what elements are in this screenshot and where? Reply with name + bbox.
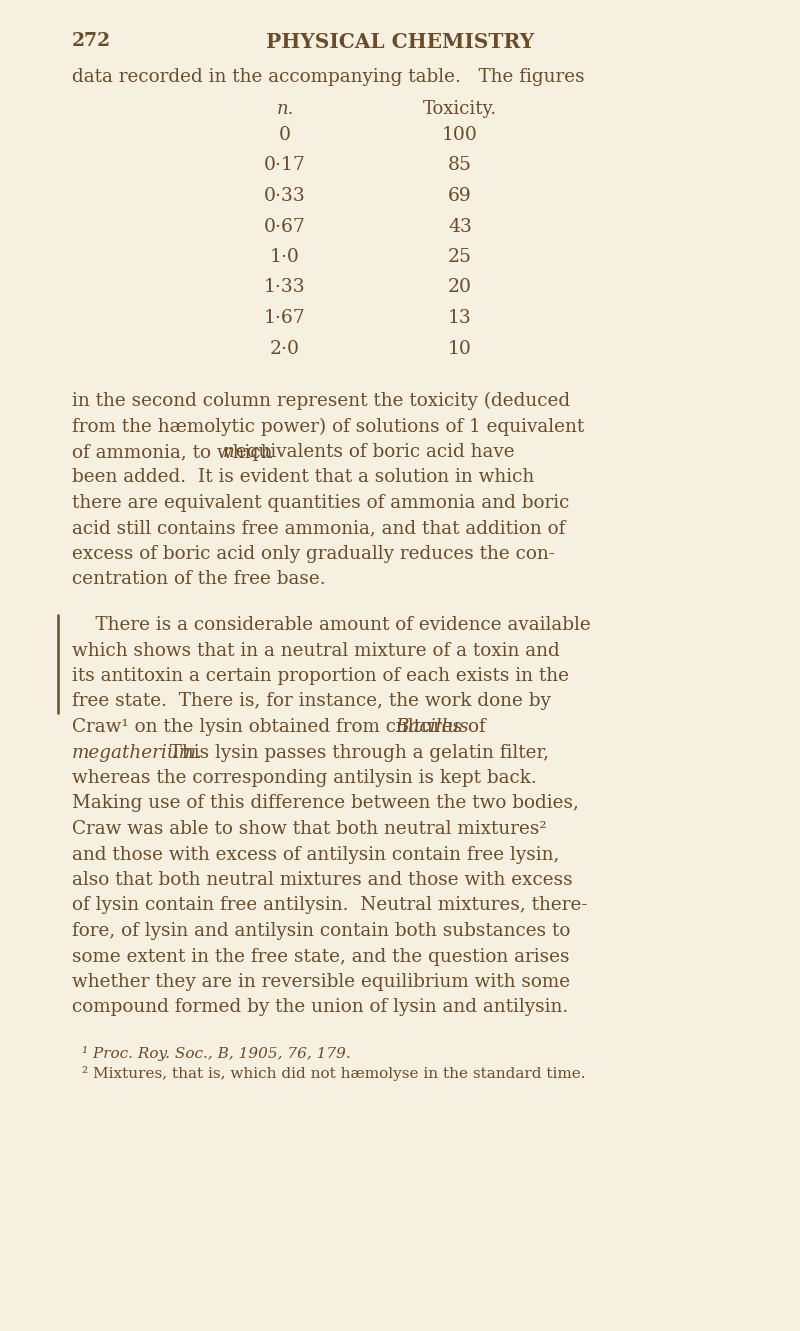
Text: This lysin passes through a gelatin filter,: This lysin passes through a gelatin filt… [158, 744, 550, 761]
Text: 1·0: 1·0 [270, 248, 300, 266]
Text: ² Mixtures, that is, which did not hæmolyse in the standard time.: ² Mixtures, that is, which did not hæmol… [82, 1066, 586, 1081]
Text: whereas the corresponding antilysin is kept back.: whereas the corresponding antilysin is k… [72, 769, 537, 787]
Text: 0·17: 0·17 [264, 157, 306, 174]
Text: also that both neutral mixtures and those with excess: also that both neutral mixtures and thos… [72, 870, 573, 889]
Text: there are equivalent quantities of ammonia and boric: there are equivalent quantities of ammon… [72, 494, 575, 512]
Text: ¹ Proc. Roy. Soc., B, 1905, 76, 179.: ¹ Proc. Roy. Soc., B, 1905, 76, 179. [82, 1046, 350, 1061]
Text: been added.  It is evident that a solution in which: been added. It is evident that a solutio… [72, 469, 534, 487]
Text: 25: 25 [448, 248, 472, 266]
Text: Craw was able to show that both neutral mixtures²: Craw was able to show that both neutral … [72, 820, 546, 839]
Text: of ammonia, to which: of ammonia, to which [72, 443, 278, 461]
Text: 100: 100 [442, 126, 478, 144]
Text: excess of boric acid only gradually reduces the con-: excess of boric acid only gradually redu… [72, 544, 555, 563]
Text: 10: 10 [448, 339, 472, 358]
Text: Craw¹ on the lysin obtained from cultures of: Craw¹ on the lysin obtained from culture… [72, 717, 492, 736]
Text: n.: n. [276, 100, 294, 118]
Text: data recorded in the accompanying table.   The figures: data recorded in the accompanying table.… [72, 68, 585, 87]
Text: acid still contains free ammonia, and that addition of: acid still contains free ammonia, and th… [72, 519, 566, 538]
Text: centration of the free base.: centration of the free base. [72, 571, 326, 588]
Text: and those with excess of antilysin contain free lysin,: and those with excess of antilysin conta… [72, 845, 559, 864]
Text: megatherium.: megatherium. [72, 744, 203, 761]
Text: equivalents of boric acid have: equivalents of boric acid have [230, 443, 514, 461]
Text: 0: 0 [279, 126, 291, 144]
Text: 0·33: 0·33 [264, 186, 306, 205]
Text: from the hæmolytic power) of solutions of 1 equivalent: from the hæmolytic power) of solutions o… [72, 418, 584, 435]
Text: 20: 20 [448, 278, 472, 297]
Text: 69: 69 [448, 186, 472, 205]
Text: whether they are in reversible equilibrium with some: whether they are in reversible equilibri… [72, 973, 570, 992]
Text: Toxicity.: Toxicity. [423, 100, 497, 118]
Text: in the second column represent the toxicity (deduced: in the second column represent the toxic… [72, 393, 570, 410]
Text: 43: 43 [448, 217, 472, 236]
Text: 2·0: 2·0 [270, 339, 300, 358]
Text: 13: 13 [448, 309, 472, 327]
Text: 85: 85 [448, 157, 472, 174]
Text: 1·67: 1·67 [264, 309, 306, 327]
Text: free state.  There is, for instance, the work done by: free state. There is, for instance, the … [72, 692, 551, 711]
Text: There is a considerable amount of evidence available: There is a considerable amount of eviden… [72, 616, 590, 634]
Text: fore, of lysin and antilysin contain both substances to: fore, of lysin and antilysin contain bot… [72, 922, 570, 940]
Text: which shows that in a neutral mixture of a toxin and: which shows that in a neutral mixture of… [72, 642, 560, 659]
Text: Bacillus: Bacillus [395, 717, 469, 736]
Text: PHYSICAL CHEMISTRY: PHYSICAL CHEMISTRY [266, 32, 534, 52]
Text: its antitoxin a certain proportion of each exists in the: its antitoxin a certain proportion of ea… [72, 667, 569, 685]
Text: of lysin contain free antilysin.  Neutral mixtures, there-: of lysin contain free antilysin. Neutral… [72, 897, 587, 914]
Text: 1·33: 1·33 [264, 278, 306, 297]
Text: n: n [222, 443, 234, 461]
Text: 272: 272 [72, 32, 111, 51]
Text: some extent in the free state, and the question arises: some extent in the free state, and the q… [72, 948, 570, 965]
Text: compound formed by the union of lysin and antilysin.: compound formed by the union of lysin an… [72, 998, 568, 1017]
Text: Making use of this difference between the two bodies,: Making use of this difference between th… [72, 795, 579, 812]
Text: 0·67: 0·67 [264, 217, 306, 236]
